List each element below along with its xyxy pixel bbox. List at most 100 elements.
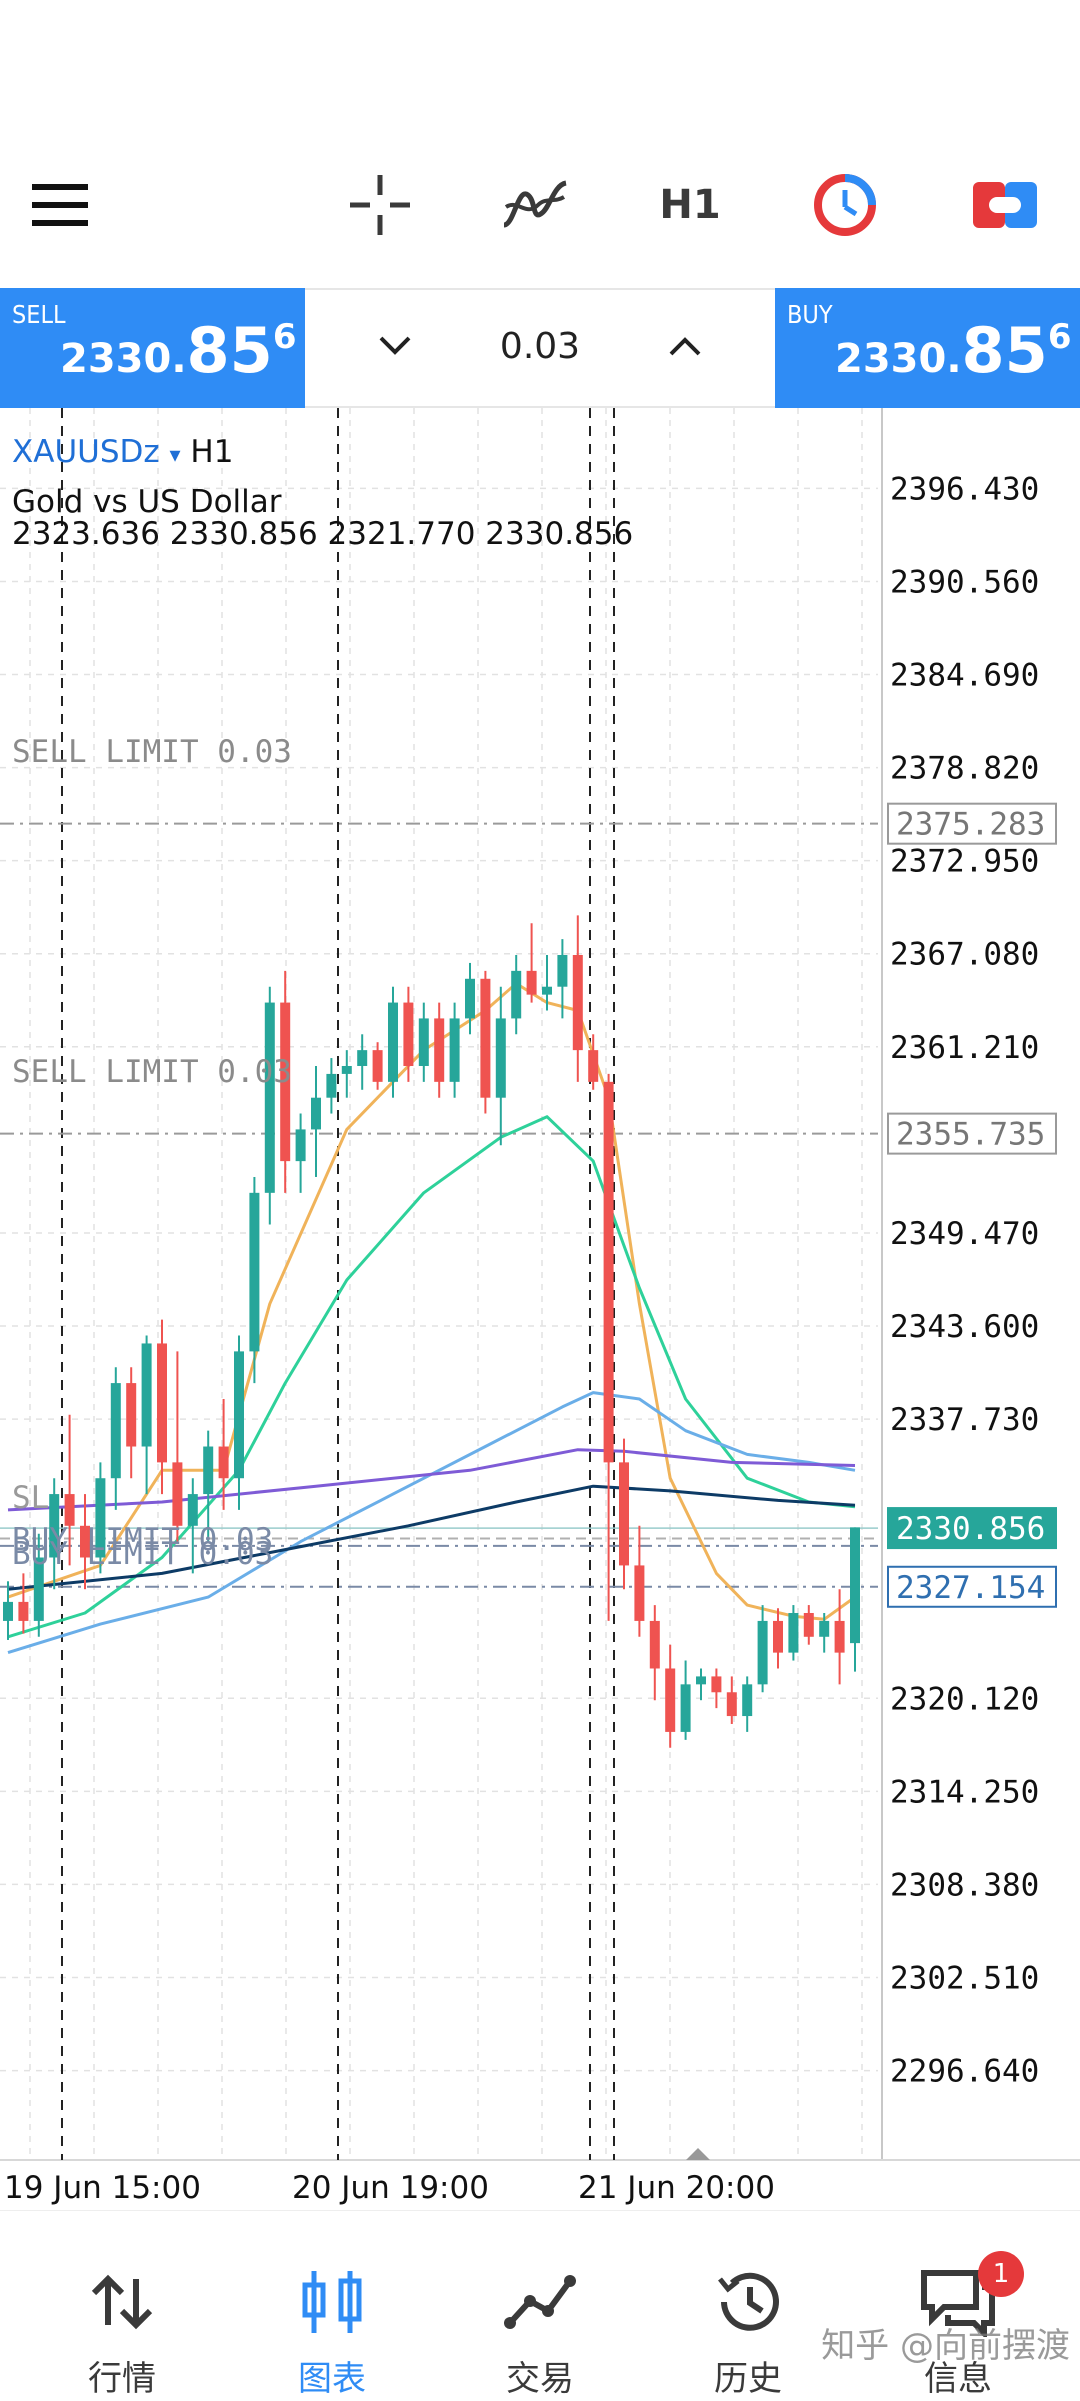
- y-axis-tick-label: 2302.510: [890, 1961, 1039, 1997]
- volume-decrease-chevron-down-icon[interactable]: [377, 334, 413, 358]
- ohlc-values: 2323.636 2330.856 2321.770 2330.856: [12, 516, 634, 552]
- nav-label-chart: 图表: [298, 2359, 366, 2399]
- quotes-arrows-icon: [91, 2274, 153, 2330]
- candle-body[interactable]: [742, 1684, 753, 1717]
- clock-trade-icon[interactable]: [800, 150, 890, 260]
- candle-body[interactable]: [403, 1002, 414, 1066]
- candle-body[interactable]: [788, 1612, 799, 1653]
- moving-average-line: [7, 1391, 856, 1655]
- candle-body[interactable]: [341, 1065, 352, 1074]
- candle-body[interactable]: [95, 1478, 106, 1558]
- buy-label: BUY: [787, 300, 833, 329]
- symbol-timeframe: H1: [190, 434, 234, 470]
- candle-body[interactable]: [680, 1684, 691, 1732]
- candle-body[interactable]: [110, 1383, 121, 1479]
- candle-body[interactable]: [234, 1351, 244, 1479]
- candle-body[interactable]: [619, 1462, 629, 1566]
- nav-item-history[interactable]: 历史: [648, 2211, 848, 2401]
- candle-body[interactable]: [757, 1620, 768, 1685]
- volume-increase-chevron-up-icon[interactable]: [667, 334, 703, 358]
- candle-body[interactable]: [372, 1050, 383, 1082]
- nav-item-trade[interactable]: 交易: [440, 2211, 640, 2401]
- nav-item-quotes[interactable]: 行情: [22, 2211, 222, 2401]
- sell-limit-label-1[interactable]: SELL LIMIT 0.03: [12, 734, 292, 770]
- sell-limit-price-tag-box: [887, 1112, 1057, 1155]
- candle-body[interactable]: [280, 1002, 291, 1162]
- volume-value[interactable]: 0.03: [499, 326, 581, 367]
- candle-body[interactable]: [295, 1129, 306, 1162]
- candle-body[interactable]: [526, 970, 537, 995]
- x-axis-tick-label: 20 Jun 19:00: [292, 2170, 489, 2206]
- crosshair-icon[interactable]: [340, 150, 420, 260]
- nav-label-trade: 交易: [506, 2359, 574, 2399]
- symbol-description: Gold vs US Dollar: [12, 484, 282, 520]
- candle-body[interactable]: [511, 970, 522, 1019]
- candle-body[interactable]: [542, 986, 552, 995]
- volume-control: 0.03: [305, 288, 775, 408]
- candle-body[interactable]: [311, 1097, 321, 1130]
- candle-body[interactable]: [418, 1018, 429, 1066]
- candle-body[interactable]: [588, 1050, 599, 1082]
- candle-body[interactable]: [603, 1081, 614, 1463]
- moving-average-line: [7, 1448, 856, 1512]
- trade-bar: SELL 2330.856 0.03 BUY 2330.856: [0, 288, 1080, 408]
- sell-limit-label-2[interactable]: SELL LIMIT 0.03: [12, 1054, 292, 1090]
- candle-body[interactable]: [495, 1018, 506, 1098]
- price-chart[interactable]: 2396.430 2390.560 2384.690 2378.820 2372.950…: [0, 408, 1080, 2208]
- candle-body[interactable]: [572, 955, 583, 1051]
- candle-body[interactable]: [803, 1612, 814, 1637]
- symbol-dropdown-icon[interactable]: ▾: [169, 443, 181, 468]
- candle-body[interactable]: [218, 1446, 229, 1479]
- candle-body[interactable]: [711, 1676, 722, 1693]
- buy-limit-label-2[interactable]: BUY LIMIT 0.03: [12, 1536, 274, 1572]
- toggle-icon[interactable]: [960, 150, 1050, 260]
- candle-body[interactable]: [203, 1446, 214, 1495]
- candle-body[interactable]: [141, 1343, 152, 1447]
- candle-body[interactable]: [557, 955, 568, 987]
- y-axis-tick-label: 2367.080: [890, 937, 1039, 973]
- watermark: 知乎 @向前摆渡: [821, 2326, 1070, 2366]
- candle-body[interactable]: [49, 1494, 60, 1558]
- candle-body[interactable]: [480, 978, 491, 1098]
- timeframe-button[interactable]: H1: [640, 150, 740, 260]
- x-axis-tick-label: 21 Jun 20:00: [578, 2170, 775, 2206]
- candle-body[interactable]: [172, 1462, 183, 1526]
- candle-body[interactable]: [33, 1557, 44, 1621]
- candle-body[interactable]: [3, 1601, 13, 1621]
- candle-body[interactable]: [819, 1620, 830, 1637]
- candle-body[interactable]: [388, 1002, 398, 1082]
- candle-body[interactable]: [649, 1620, 660, 1669]
- y-axis-tick-label: 2349.470: [890, 1216, 1039, 1252]
- messages-badge: 1: [978, 2251, 1024, 2297]
- candle-body[interactable]: [449, 1018, 460, 1082]
- candle-body[interactable]: [465, 978, 475, 1019]
- sell-button[interactable]: SELL 2330.856: [0, 288, 305, 408]
- candle-body[interactable]: [773, 1620, 783, 1653]
- candle-body[interactable]: [696, 1676, 706, 1685]
- buy-limit-label-1[interactable]: BUY LIMIT 0.03: [12, 1522, 274, 1558]
- sl-label[interactable]: SL: [12, 1480, 50, 1516]
- candle-body[interactable]: [357, 1050, 368, 1066]
- candle-body[interactable]: [434, 1018, 445, 1082]
- candle-body[interactable]: [80, 1525, 90, 1558]
- candle-body[interactable]: [834, 1620, 845, 1653]
- candle-body[interactable]: [634, 1565, 645, 1621]
- nav-item-messages[interactable]: 1 信息: [858, 2211, 1058, 2401]
- candle-body[interactable]: [726, 1692, 737, 1717]
- candle-body[interactable]: [157, 1343, 167, 1463]
- candle-body[interactable]: [665, 1668, 676, 1732]
- y-axis-tick-label: 2384.690: [890, 658, 1039, 694]
- candle-body[interactable]: [64, 1494, 75, 1526]
- candle-body[interactable]: [249, 1192, 260, 1352]
- buy-button[interactable]: BUY 2330.856: [775, 288, 1080, 408]
- candle-body[interactable]: [850, 1527, 860, 1644]
- candle-body[interactable]: [326, 1073, 337, 1098]
- hamburger-menu-icon[interactable]: [20, 150, 100, 260]
- indicators-icon[interactable]: [495, 150, 575, 260]
- candle-body[interactable]: [18, 1601, 29, 1621]
- nav-item-chart[interactable]: 图表: [232, 2211, 432, 2401]
- symbol-name[interactable]: XAUUSDz: [12, 434, 160, 470]
- candle-body[interactable]: [264, 1002, 275, 1193]
- candle-body[interactable]: [187, 1494, 198, 1526]
- candle-body[interactable]: [126, 1383, 137, 1447]
